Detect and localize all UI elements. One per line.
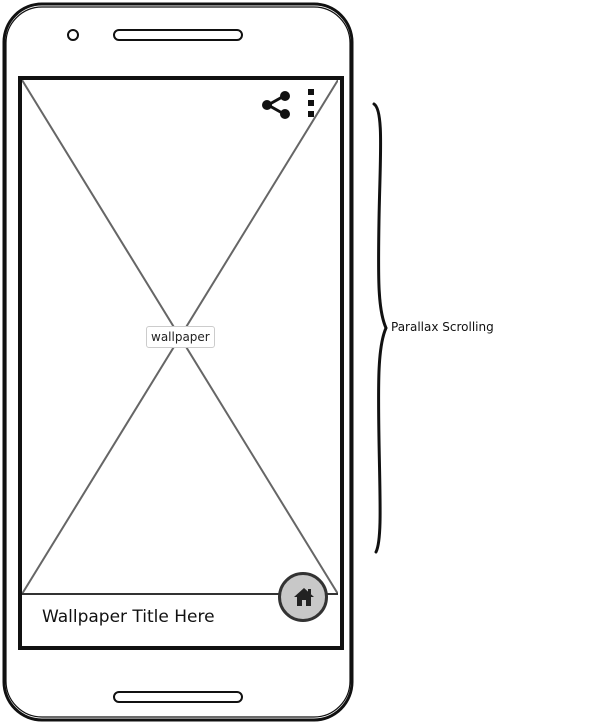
more-vertical-icon[interactable] bbox=[304, 88, 318, 118]
share-icon[interactable] bbox=[260, 90, 292, 120]
wallpaper-title: Wallpaper Title Here bbox=[42, 607, 215, 627]
top-speaker bbox=[113, 29, 243, 41]
bottom-speaker bbox=[113, 691, 243, 703]
wallpaper-placeholder-label: wallpaper bbox=[146, 326, 215, 348]
home-icon bbox=[294, 588, 314, 606]
home-button[interactable] bbox=[278, 572, 328, 622]
parallax-brace bbox=[368, 100, 392, 558]
annotation-label: Parallax Scrolling bbox=[391, 320, 494, 334]
front-camera bbox=[67, 29, 79, 41]
phone-screen bbox=[18, 76, 344, 650]
